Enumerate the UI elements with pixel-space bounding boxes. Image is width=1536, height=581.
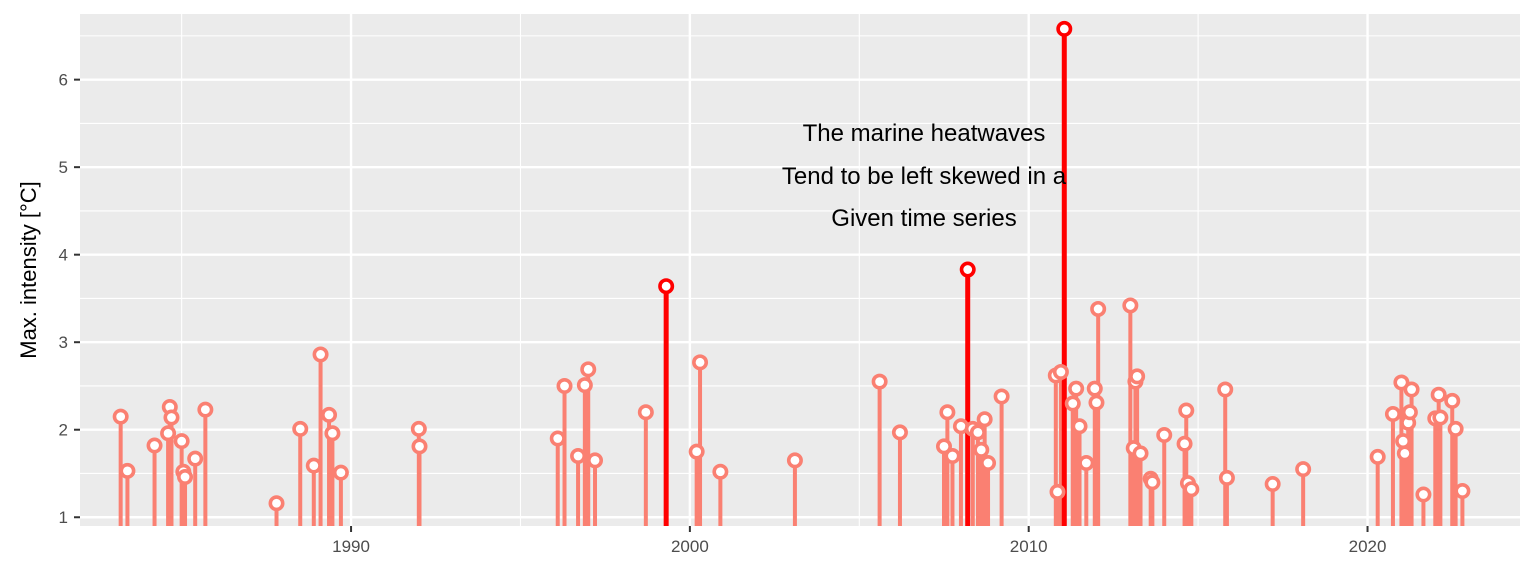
- y-tick-label: 3: [59, 333, 68, 352]
- normal-point: [688, 443, 705, 460]
- normal-point: [871, 373, 888, 390]
- normal-point: [324, 425, 341, 442]
- annotation-line-3: Given time series: [831, 205, 1016, 232]
- normal-point: [146, 437, 163, 454]
- normal-point: [1415, 486, 1432, 503]
- y-tick-label: 2: [59, 421, 68, 440]
- normal-point: [1052, 363, 1069, 380]
- normal-point: [891, 424, 908, 441]
- normal-point: [1369, 448, 1386, 465]
- normal-point: [119, 462, 136, 479]
- normal-point: [939, 404, 956, 421]
- normal-point: [411, 438, 428, 455]
- normal-point: [410, 420, 427, 437]
- normal-point: [973, 441, 990, 458]
- annotation-line-2: Tend to be left skewed in a: [782, 163, 1067, 190]
- normal-point: [935, 438, 952, 455]
- normal-point: [1295, 461, 1312, 478]
- normal-point: [1064, 395, 1081, 412]
- normal-point: [187, 450, 204, 467]
- normal-point: [177, 468, 194, 485]
- y-tick-label: 5: [59, 158, 68, 177]
- normal-point: [1454, 482, 1471, 499]
- normal-point: [980, 454, 997, 471]
- normal-point: [1384, 405, 1401, 422]
- x-tick-label: 2010: [1010, 537, 1048, 556]
- y-axis-title: Max. intensity [°C]: [16, 181, 41, 359]
- normal-point: [1403, 381, 1420, 398]
- normal-point: [1129, 368, 1146, 385]
- normal-point: [944, 447, 961, 464]
- y-tick-label: 1: [59, 508, 68, 527]
- normal-point: [1396, 445, 1413, 462]
- normal-point: [549, 430, 566, 447]
- normal-point: [1447, 420, 1464, 437]
- normal-point: [312, 346, 329, 363]
- normal-point: [1430, 386, 1447, 403]
- normal-point: [580, 361, 597, 378]
- highlight-point: [658, 278, 675, 295]
- normal-point: [332, 464, 349, 481]
- normal-point: [173, 433, 190, 450]
- normal-point: [1132, 445, 1149, 462]
- normal-point: [1144, 474, 1161, 491]
- x-tick-label: 2000: [671, 537, 709, 556]
- normal-point: [1176, 435, 1193, 452]
- normal-point: [1395, 433, 1412, 450]
- normal-point: [993, 388, 1010, 405]
- normal-point: [576, 377, 593, 394]
- annotation-line-1: The marine heatwaves: [803, 120, 1046, 147]
- normal-point: [570, 447, 587, 464]
- normal-point: [1049, 483, 1066, 500]
- normal-point: [1264, 475, 1281, 492]
- axes: 1990 2000 2010 2020 1 2 3 4 5 6: [59, 71, 1387, 556]
- normal-point: [976, 411, 993, 428]
- normal-point: [637, 404, 654, 421]
- x-tick-label: 1990: [332, 537, 370, 556]
- highlight-point: [959, 261, 976, 278]
- normal-point: [197, 401, 214, 418]
- normal-point: [292, 420, 309, 437]
- normal-point: [268, 495, 285, 512]
- normal-point: [1432, 409, 1449, 426]
- normal-point: [712, 463, 729, 480]
- normal-point: [1218, 469, 1235, 486]
- x-tick-label: 2020: [1349, 537, 1387, 556]
- normal-point: [1086, 380, 1103, 397]
- normal-point: [786, 452, 803, 469]
- normal-point: [587, 452, 604, 469]
- normal-point: [1393, 374, 1410, 391]
- y-tick-label: 4: [59, 246, 68, 265]
- normal-point: [1178, 402, 1195, 419]
- normal-point: [692, 354, 709, 371]
- normal-point: [1401, 404, 1418, 421]
- normal-point: [1122, 297, 1139, 314]
- normal-point: [1078, 454, 1095, 471]
- normal-point: [1090, 300, 1107, 317]
- y-tick-label: 6: [59, 71, 68, 90]
- normal-point: [1183, 481, 1200, 498]
- normal-point: [1088, 394, 1105, 411]
- normal-point: [1156, 426, 1173, 443]
- normal-point: [112, 408, 129, 425]
- labels: Max. intensity [°C] The marine heatwaves…: [16, 120, 1067, 359]
- normal-point: [969, 424, 986, 441]
- normal-point: [321, 406, 338, 423]
- normal-point: [163, 409, 180, 426]
- normal-point: [1217, 381, 1234, 398]
- normal-point: [1068, 380, 1085, 397]
- normal-point: [305, 457, 322, 474]
- normal-point: [160, 425, 177, 442]
- highlight-point: [1056, 20, 1073, 37]
- normal-point: [556, 377, 573, 394]
- normal-point: [1071, 418, 1088, 435]
- normal-point: [1444, 392, 1461, 409]
- plot-panel: [80, 14, 1520, 526]
- data-marks: [112, 20, 1471, 526]
